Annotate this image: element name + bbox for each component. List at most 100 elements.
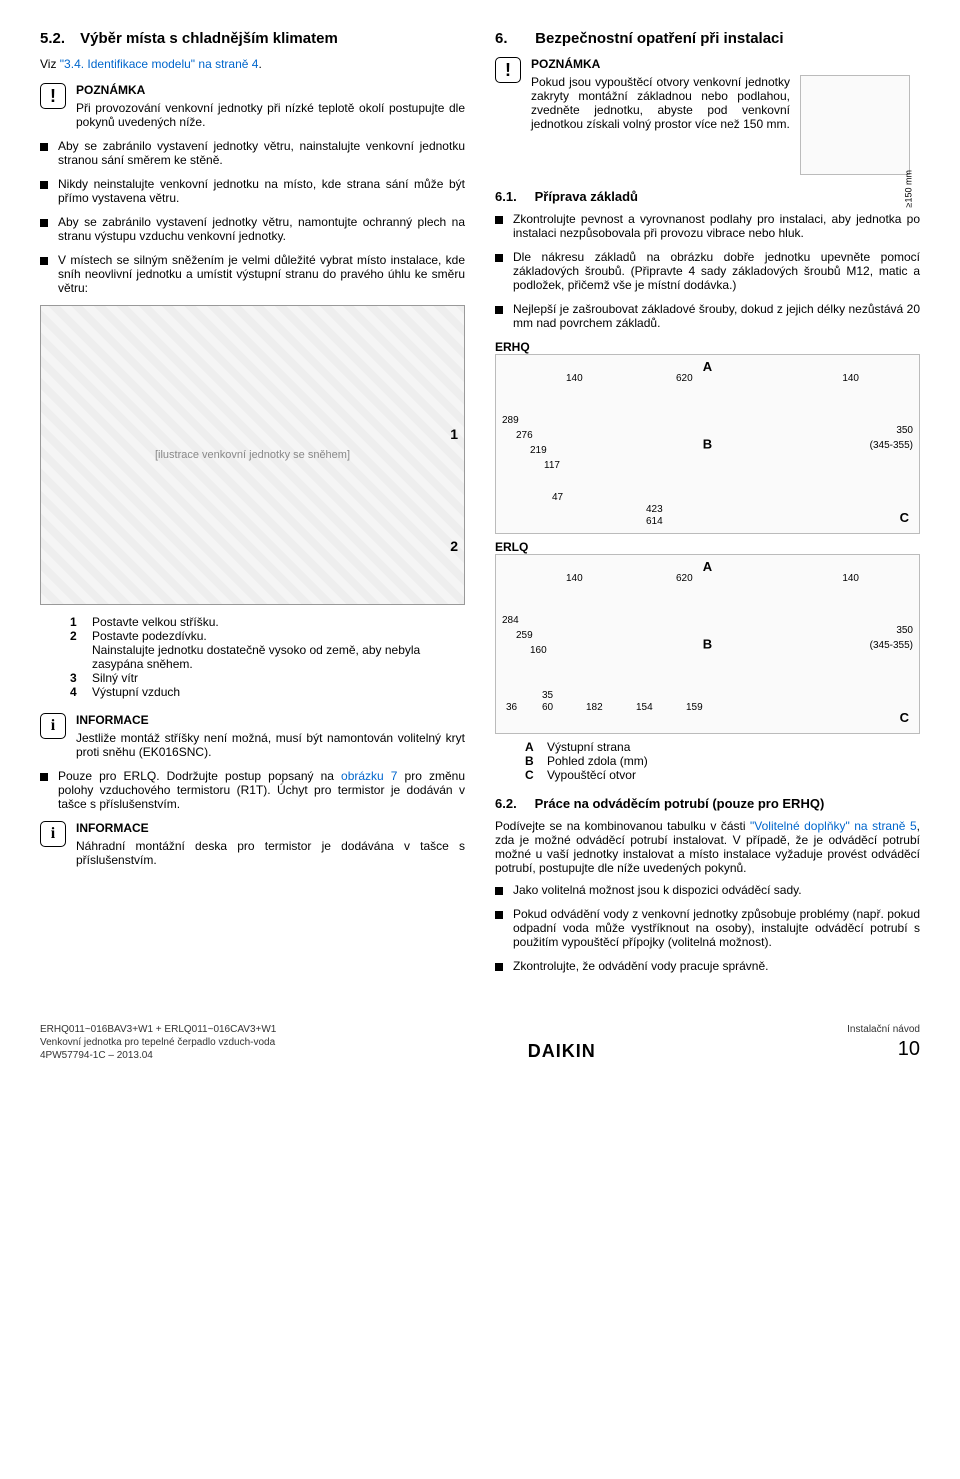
legend-key: 2	[70, 629, 84, 643]
legend-key: C	[525, 768, 539, 782]
bullet-text-pre: Pouze pro ERLQ. Dodržujte postup popsaný…	[58, 769, 341, 783]
brand-logo: DAIKIN	[528, 1041, 596, 1062]
drawing-label-b: B	[703, 637, 712, 652]
drawing-legend: A Výstupní strana B Pohled zdola (mm) C Vyp…	[495, 740, 920, 782]
see-reference: Viz "3.4. Identifikace modelu" na straně…	[40, 57, 465, 71]
legend-row: 3Silný vítr	[70, 671, 465, 685]
erlq-drawing-label: ERLQ	[495, 540, 920, 554]
subsection-title: Práce na odváděcím potrubí (pouze pro ER…	[535, 796, 825, 811]
legend-row: Nainstalujte jednotku dostatečně vysoko …	[70, 643, 465, 671]
bullet-item: Aby se zabránilo vystavení jednotky větr…	[40, 139, 465, 167]
subsection-title: Příprava základů	[535, 189, 638, 204]
legend-key: 4	[70, 685, 84, 699]
figure-legend: 1Postavte velkou stříšku. 2 Postavte pode…	[40, 615, 465, 699]
legend-value: Výstupní strana	[547, 740, 630, 754]
drawing-label-c: C	[900, 710, 909, 725]
info-title: INFORMACE	[76, 713, 465, 727]
figure-callout-2: 2	[450, 538, 458, 554]
subsection-number: 6.2.	[495, 796, 531, 811]
dim: 620	[676, 573, 693, 584]
footer-product-name: Venkovní jednotka pro tepelné čerpadlo v…	[40, 1036, 276, 1049]
intro-text-pre: Podívejte se na kombinovanou tabulku v č…	[495, 819, 750, 833]
notice-box-poznamka-right: ! POZNÁMKA Pokud jsou vypouštěcí otvory …	[495, 57, 920, 175]
dim: 60	[542, 702, 553, 713]
dim: 423	[646, 504, 663, 515]
info-box-1: i INFORMACE Jestliže montáž stříšky není…	[40, 713, 465, 759]
legend-value: Výstupní vzduch	[92, 685, 180, 699]
section-6-2-intro: Podívejte se na kombinovanou tabulku v č…	[495, 819, 920, 875]
drawing-label-a: A	[703, 359, 712, 374]
section-number: 5.2.	[40, 30, 76, 47]
bullet-list-erlq: Pouze pro ERLQ. Dodržujte postup popsaný…	[40, 769, 465, 811]
legend-value: Silný vítr	[92, 671, 138, 685]
legend-value: Nainstalujte jednotku dostatečně vysoko …	[92, 643, 465, 671]
notice-title: POZNÁMKA	[531, 57, 910, 71]
dim: 35	[542, 690, 553, 701]
bullet-item: V místech se silným sněžením je velmi dů…	[40, 253, 465, 295]
bullet-list-6-1: Zkontrolujte pevnost a vyrovnanost podla…	[495, 212, 920, 330]
info-icon: i	[40, 821, 66, 847]
figure-7-link: obrázku 7	[341, 769, 397, 783]
section-title: Bezpečnostní opatření při instalaci	[535, 30, 783, 47]
info-box-2: i INFORMACE Náhradní montážní deska pro …	[40, 821, 465, 867]
notice-box-poznamka-1: ! POZNÁMKA Při provozování venkovní jedn…	[40, 83, 465, 129]
bullet-list-6-2: Jako volitelná možnost jsou k dispozici …	[495, 883, 920, 973]
drawing-label-a: A	[703, 559, 712, 574]
footer-model-code: ERHQ011~016BAV3+W1 + ERLQ011~016CAV3+W1	[40, 1023, 276, 1036]
dim: 620	[676, 373, 693, 384]
dim: (345-355)	[870, 640, 913, 651]
dim: 140	[566, 573, 583, 584]
section-5-2-heading: 5.2. Výběr místa s chladnějším klimatem	[40, 30, 465, 47]
page-number: 10	[847, 1036, 920, 1062]
notice-title: POZNÁMKA	[76, 83, 465, 97]
dim: 182	[586, 702, 603, 713]
notice-text: Při provozování venkovní jednotky při ní…	[76, 101, 465, 129]
subsection-number: 6.1.	[495, 189, 531, 204]
legend-key: B	[525, 754, 539, 768]
legend-key: A	[525, 740, 539, 754]
section-6-2-heading: 6.2. Práce na odváděcím potrubí (pouze p…	[495, 796, 920, 811]
erhq-foundation-drawing: A B C 140 620 140 289 276 219 117 47 423…	[495, 354, 920, 534]
snow-installation-figure: [ilustrace venkovní jednotky se sněhem] …	[40, 305, 465, 605]
erhq-drawing-label: ERHQ	[495, 340, 920, 354]
legend-row: C Vypouštěcí otvor	[525, 768, 920, 782]
dim: 47	[552, 492, 563, 503]
legend-row: 2 Postavte podezdívku.	[70, 629, 465, 643]
dim: 140	[566, 373, 583, 384]
section-6-heading: 6. Bezpečnostní opatření při instalaci	[495, 30, 920, 47]
dim: 276	[516, 430, 533, 441]
bullet-item: Aby se zabránilo vystavení jednotky větr…	[40, 215, 465, 243]
figure-caption: [ilustrace venkovní jednotky se sněhem]	[155, 449, 350, 461]
page-footer: ERHQ011~016BAV3+W1 + ERLQ011~016CAV3+W1 …	[40, 1023, 920, 1062]
legend-row: 1Postavte velkou stříšku.	[70, 615, 465, 629]
dim: 140	[842, 373, 859, 384]
dim: 614	[646, 516, 663, 527]
bullet-item: Dle nákresu základů na obrázku dobře jed…	[495, 250, 920, 292]
info-text: Náhradní montážní deska pro termistor je…	[76, 839, 465, 867]
bullet-item: Nikdy neinstalujte venkovní jednotku na …	[40, 177, 465, 205]
dim: 219	[530, 445, 547, 456]
dim: 350	[896, 625, 913, 636]
info-title: INFORMACE	[76, 821, 465, 835]
exclamation-icon: !	[40, 83, 66, 109]
footer-doc-code: 4PW57794-1C – 2013.04	[40, 1049, 276, 1062]
bullet-item: Pouze pro ERLQ. Dodržujte postup popsaný…	[40, 769, 465, 811]
bullet-item: Nejlepší je zašroubovat základové šrouby…	[495, 302, 920, 330]
legend-value: Pohled zdola (mm)	[547, 754, 648, 768]
bullet-item: Zkontrolujte pevnost a vyrovnanost podla…	[495, 212, 920, 240]
drawing-label-b: B	[703, 437, 712, 452]
section-number: 6.	[495, 30, 531, 47]
dim: (345-355)	[870, 440, 913, 451]
legend-key	[70, 643, 84, 671]
dim: 289	[502, 415, 519, 426]
bullet-list-left: Aby se zabránilo vystavení jednotky větr…	[40, 139, 465, 295]
dim: 284	[502, 615, 519, 626]
section-title: Výběr místa s chladnějším klimatem	[80, 30, 338, 47]
footer-doc-type: Instalační návod	[847, 1023, 920, 1036]
legend-value: Postavte podezdívku.	[92, 629, 207, 643]
bullet-item: Pokud odvádění vody z venkovní jednotky …	[495, 907, 920, 949]
legend-row: A Výstupní strana	[525, 740, 920, 754]
bullet-item: Zkontrolujte, že odvádění vody pracuje s…	[495, 959, 920, 973]
info-text: Jestliže montáž stříšky není možná, musí…	[76, 731, 465, 759]
legend-value: Vypouštěcí otvor	[547, 768, 636, 782]
